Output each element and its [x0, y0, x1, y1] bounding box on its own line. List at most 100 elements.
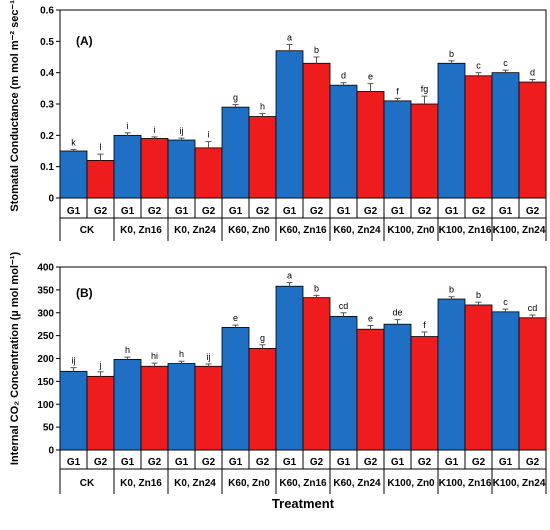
bar-g2 — [464, 304, 493, 451]
significance-letter: l — [100, 142, 102, 152]
y-tick-label: 50 — [43, 423, 55, 434]
bar-g2 — [302, 62, 331, 199]
genotype-label: G1 — [283, 206, 297, 217]
significance-letter: a — [287, 32, 292, 42]
treatment-label: K60, Zn16 — [279, 478, 327, 489]
y-tick-label: 0.6 — [40, 6, 54, 17]
treatment-label: K100, Zn16 — [439, 478, 492, 489]
bar-g1 — [221, 326, 250, 451]
genotype-label: G2 — [526, 457, 540, 468]
bar-g1 — [437, 62, 466, 199]
treatment-label: K60, Zn24 — [333, 225, 381, 236]
genotype-label: G1 — [445, 457, 459, 468]
genotype-label: G1 — [229, 457, 243, 468]
y-tick-label: 400 — [37, 263, 54, 274]
significance-letter: g — [233, 93, 238, 103]
significance-letter: g — [260, 333, 265, 343]
bar-g1 — [113, 359, 142, 451]
bar-g1 — [437, 298, 466, 451]
bar-g2 — [356, 328, 385, 451]
significance-letter: k — [71, 137, 76, 147]
panel-label: (B) — [76, 286, 93, 300]
significance-letter: i — [127, 121, 129, 131]
y-axis-label: Internal CO₂ Concentration (µ mol mol⁻¹) — [9, 252, 21, 466]
genotype-label: G2 — [148, 206, 162, 217]
genotype-label: G1 — [229, 206, 243, 217]
genotype-label: G2 — [364, 206, 378, 217]
genotype-label: G1 — [283, 457, 297, 468]
significance-letter: f — [423, 320, 426, 330]
significance-letter: e — [368, 314, 373, 324]
bar-g1 — [491, 72, 520, 199]
genotype-label: G1 — [121, 206, 135, 217]
genotype-label: G2 — [310, 457, 324, 468]
significance-letter: b — [476, 290, 481, 300]
genotype-label: G1 — [337, 206, 351, 217]
y-tick-label: 200 — [37, 354, 54, 365]
bar-g2 — [86, 375, 115, 451]
y-tick-label: 0.1 — [40, 162, 54, 173]
y-tick-label: 0.4 — [40, 68, 54, 79]
treatment-label: K60, Zn0 — [228, 478, 270, 489]
significance-letter: cd — [339, 301, 349, 311]
significance-letter: i — [154, 125, 156, 135]
y-tick-label: 300 — [37, 308, 54, 319]
bar-g2 — [248, 116, 277, 199]
bar-g2 — [464, 75, 493, 199]
bar-g1 — [383, 100, 412, 199]
y-tick-label: 350 — [37, 285, 54, 296]
genotype-label: G2 — [418, 206, 432, 217]
genotype-label: G1 — [175, 457, 189, 468]
bar-g2 — [518, 317, 547, 451]
genotype-label: G1 — [445, 206, 459, 217]
bar-g1 — [59, 150, 88, 199]
genotype-label: G1 — [121, 457, 135, 468]
significance-letter: b — [314, 45, 319, 55]
genotype-label: G1 — [499, 457, 513, 468]
significance-letter: fg — [421, 84, 429, 94]
treatment-label: K0, Zn16 — [120, 478, 162, 489]
genotype-label: G2 — [418, 457, 432, 468]
significance-letter: j — [99, 360, 102, 370]
significance-letter: a — [287, 271, 292, 281]
treatment-label: K60, Zn0 — [228, 225, 270, 236]
genotype-label: G2 — [94, 206, 108, 217]
significance-letter: c — [503, 58, 508, 68]
treatment-label: K100, Zn0 — [387, 225, 435, 236]
bar-g1 — [113, 134, 142, 199]
genotype-label: G2 — [472, 206, 486, 217]
treatment-label: CK — [80, 225, 95, 236]
significance-letter: c — [503, 297, 508, 307]
bar-g1 — [59, 370, 88, 451]
significance-letter: c — [476, 61, 481, 71]
significance-letter: h — [125, 345, 130, 355]
bar-g1 — [383, 323, 412, 451]
genotype-label: G2 — [364, 457, 378, 468]
y-tick-label: 150 — [37, 377, 54, 388]
significance-letter: hi — [151, 351, 158, 361]
bar-g2 — [356, 91, 385, 199]
y-tick-label: 0.3 — [40, 100, 54, 111]
bar-g1 — [275, 50, 304, 199]
y-tick-label: 100 — [37, 400, 54, 411]
bar-g1 — [329, 316, 358, 451]
y-tick-label: 0 — [48, 446, 54, 457]
significance-letter: e — [368, 72, 373, 82]
significance-letter: h — [179, 349, 184, 359]
genotype-label: G1 — [391, 206, 405, 217]
genotype-label: G1 — [337, 457, 351, 468]
significance-letter: ij — [207, 352, 211, 362]
genotype-label: G2 — [202, 206, 216, 217]
y-axis-label: Stomatal Conductance (m mol m⁻² sec⁻¹) — [9, 0, 21, 212]
genotype-label: G1 — [175, 206, 189, 217]
panel-a: 0 0.1 0.2 0.3 0.4 0.5 0.6 k G1 l G2 CK i G1 i G2 K0, Zn1… — [9, 0, 547, 241]
bar-g1 — [167, 363, 196, 451]
significance-letter: ij — [180, 126, 184, 136]
genotype-label: G2 — [256, 206, 270, 217]
y-tick-label: 0.2 — [40, 131, 54, 142]
panel-b: 0 50 100 150 200 250 300 350 400 ij G1 j G2 CK h G1 hi G2… — [9, 252, 547, 511]
significance-letter: b — [449, 285, 454, 295]
bar-g2 — [302, 297, 331, 451]
